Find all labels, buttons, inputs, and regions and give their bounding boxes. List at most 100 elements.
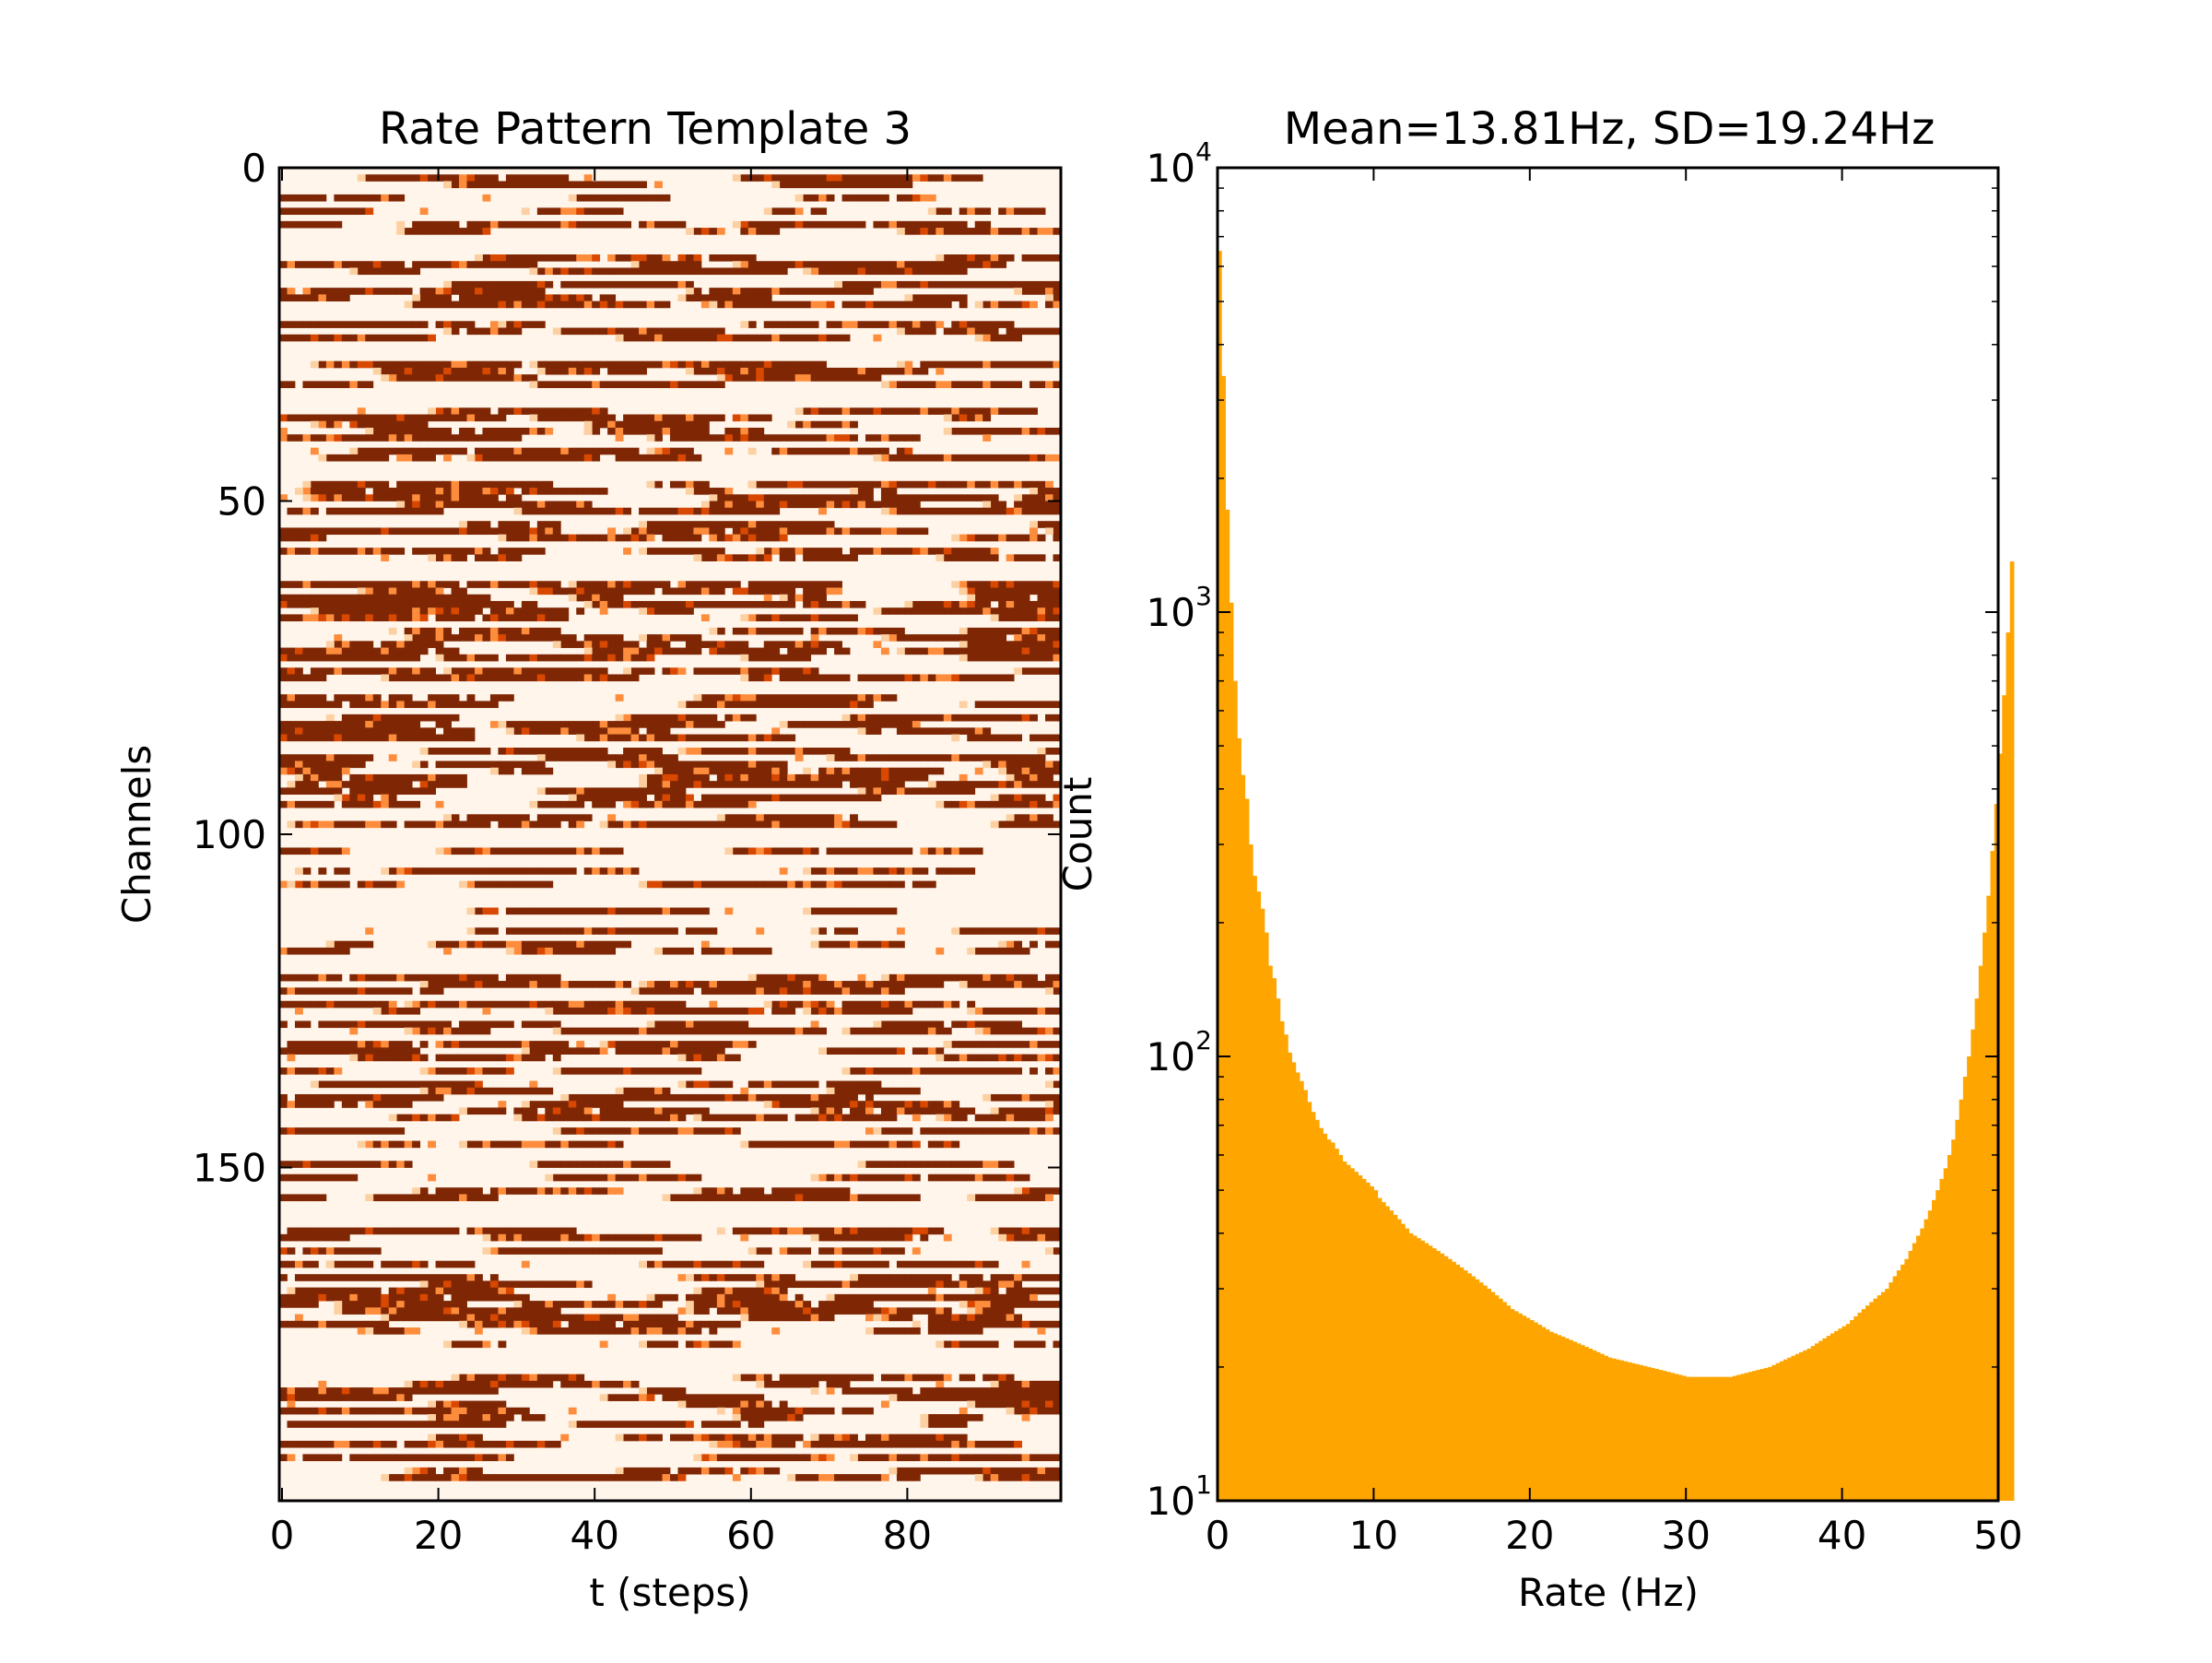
heatmap-cell <box>888 407 898 415</box>
heatmap-cell <box>357 507 366 515</box>
heatmap-cell <box>639 334 647 342</box>
heatmap-cell <box>325 701 335 709</box>
heatmap-cell <box>451 554 460 561</box>
heatmap-cell <box>630 367 640 375</box>
heatmap-cell <box>1006 607 1015 615</box>
heatmap-cell <box>279 800 288 808</box>
heatmap-cell <box>959 800 968 808</box>
heatmap-cell <box>583 414 593 422</box>
heatmap-cell <box>693 414 702 422</box>
heatmap-cell <box>279 294 288 301</box>
heatmap-cell <box>763 207 772 216</box>
heatmap-cell <box>865 754 874 761</box>
heatmap-cell <box>1053 554 1062 561</box>
heatmap-cell <box>740 820 749 829</box>
heatmap-cell <box>623 527 631 536</box>
heatmap-cell <box>974 927 983 935</box>
heatmap-cell <box>732 647 741 655</box>
heatmap-cell <box>381 727 390 735</box>
heatmap-cell <box>654 734 663 742</box>
heatmap-cell <box>287 220 296 229</box>
heatmap-cell <box>545 940 554 949</box>
heatmap-cell <box>310 581 319 588</box>
heatmap-cell <box>325 414 335 422</box>
heatmap-cell <box>732 427 741 435</box>
heatmap-cell <box>779 867 788 875</box>
heatmap-cell <box>787 694 796 702</box>
heatmap-cell <box>334 360 343 369</box>
heatmap-cell <box>583 981 593 988</box>
heatmap-cell <box>865 981 874 988</box>
heatmap-cell <box>404 600 413 608</box>
heatmap-cell <box>529 454 538 462</box>
heatmap-cell <box>990 548 999 555</box>
heatmap-cell <box>888 1007 898 1015</box>
heatmap-cell <box>834 548 842 555</box>
heatmap-cell <box>435 674 444 682</box>
heatmap-cell <box>896 1027 905 1035</box>
heatmap-cell <box>498 847 507 855</box>
heatmap-cell <box>294 534 303 542</box>
heatmap-cell <box>482 454 491 462</box>
heatmap-cell <box>700 600 710 608</box>
heatmap-cell <box>880 880 889 889</box>
heatmap-cell <box>475 814 483 821</box>
heatmap-cell <box>998 973 1007 982</box>
heatmap-cell <box>443 407 452 415</box>
heatmap-cell <box>1021 600 1030 608</box>
heatmap-cell <box>1030 527 1038 536</box>
heatmap-cell <box>951 261 960 268</box>
heatmap-cell <box>763 773 772 782</box>
heatmap-cell <box>372 548 382 555</box>
heatmap-cell <box>294 321 303 328</box>
heatmap-cell <box>475 654 483 662</box>
heatmap-cell <box>693 748 702 755</box>
heatmap-cell <box>857 754 866 761</box>
heatmap-cell <box>662 301 671 309</box>
heatmap-cell <box>982 228 992 235</box>
heatmap-cell <box>896 674 905 682</box>
heatmap-cell <box>740 1007 749 1015</box>
heatmap-cell <box>365 1000 374 1008</box>
heatmap-cell <box>310 800 319 808</box>
heatmap-cell <box>583 488 593 495</box>
heatmap-cell <box>1021 554 1030 561</box>
heatmap-cell <box>818 1007 827 1015</box>
heatmap-cell <box>818 701 827 709</box>
heatmap-cell <box>967 754 976 761</box>
heatmap-cell <box>787 501 796 509</box>
heatmap-cell <box>529 847 538 855</box>
heatmap-cell <box>521 767 530 775</box>
heatmap-cell <box>685 907 694 915</box>
heatmap-cell <box>646 773 655 782</box>
heatmap-cell <box>451 981 460 988</box>
heatmap-cell <box>381 800 390 808</box>
heatmap-cell <box>639 521 647 528</box>
heatmap-cell <box>974 947 983 955</box>
heatmap-cell <box>709 301 718 309</box>
heatmap-cell <box>834 701 842 709</box>
heatmap-cell <box>489 374 499 382</box>
heatmap-cell <box>365 987 374 995</box>
heatmap-cell <box>623 641 631 648</box>
heatmap-cell <box>404 734 413 742</box>
heatmap-cell <box>545 360 554 369</box>
heatmap-cell <box>466 301 476 309</box>
heatmap-cell <box>536 360 546 369</box>
heatmap-cell <box>716 254 725 262</box>
heatmap-cell <box>372 414 382 422</box>
heatmap-cell <box>803 480 812 489</box>
heatmap-cell <box>670 1027 678 1035</box>
heatmap-cell <box>896 548 905 555</box>
heatmap-cell <box>592 674 601 682</box>
heatmap-cell <box>662 727 671 735</box>
heatmap-cell <box>560 181 570 189</box>
heatmap-cell <box>888 381 898 388</box>
heatmap-cell <box>615 981 624 988</box>
heatmap-cell <box>334 1000 343 1008</box>
heatmap-cell <box>888 767 898 775</box>
heatmap-cell <box>912 727 921 735</box>
heatmap-cell <box>372 1020 382 1029</box>
heatmap-cell <box>1021 607 1030 615</box>
heatmap-cell <box>287 947 296 955</box>
